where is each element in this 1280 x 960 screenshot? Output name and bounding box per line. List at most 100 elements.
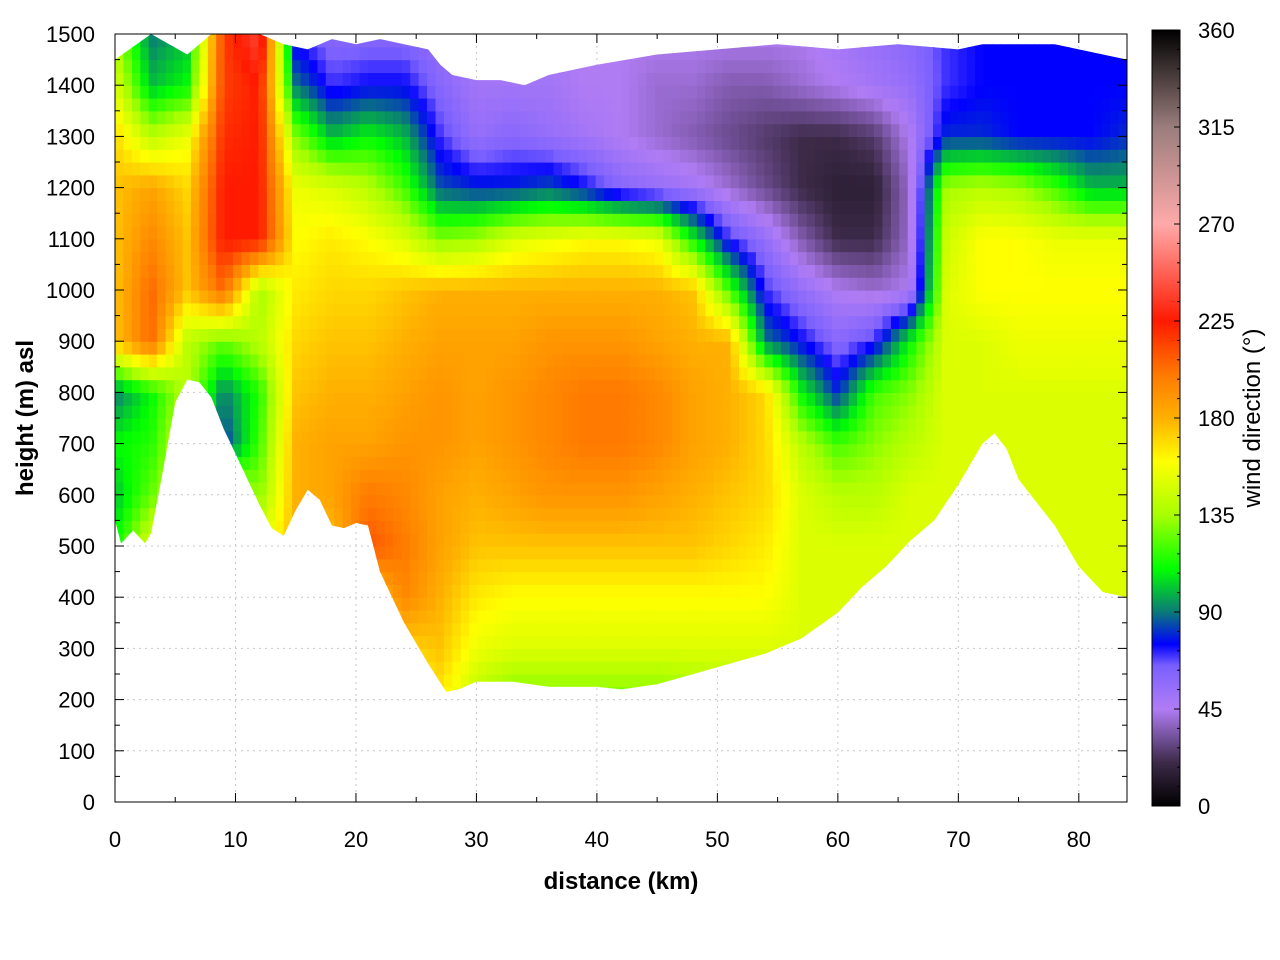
field-cell <box>359 200 369 214</box>
field-cell <box>528 174 538 189</box>
field-cell <box>865 430 875 445</box>
field-cell <box>140 213 150 227</box>
field-cell <box>705 238 715 253</box>
field-cell <box>207 290 217 304</box>
field-cell <box>688 622 698 637</box>
field-cell <box>1068 264 1077 278</box>
field-cell <box>815 366 824 381</box>
field-cell <box>772 520 782 534</box>
field-cell <box>1051 379 1061 393</box>
field-cell <box>882 264 892 278</box>
field-cell <box>443 213 453 227</box>
field-cell <box>604 558 614 573</box>
field-cell <box>275 226 285 240</box>
field-cell <box>410 558 420 573</box>
field-cell <box>545 661 555 675</box>
field-cell <box>983 277 993 291</box>
field-cell <box>907 277 917 291</box>
field-cell <box>275 213 285 227</box>
field-cell <box>907 328 917 342</box>
field-cell <box>612 405 622 419</box>
field-cell <box>528 597 538 611</box>
field-cell <box>1110 226 1120 240</box>
field-cell <box>958 238 968 253</box>
field-cell <box>502 315 512 329</box>
field-cell <box>157 174 167 189</box>
field-cell <box>275 354 285 368</box>
field-cell <box>1017 341 1027 355</box>
field-cell <box>233 405 243 419</box>
field-cell <box>848 546 858 560</box>
field-cell <box>368 469 377 483</box>
field-cell <box>739 533 749 547</box>
field-cell <box>418 482 428 496</box>
field-cell <box>469 302 479 317</box>
field-cell <box>680 635 689 649</box>
field-cell <box>469 494 479 509</box>
field-cell <box>966 238 976 253</box>
field-cell <box>739 584 749 598</box>
field-cell <box>123 341 133 355</box>
field-cell <box>730 341 740 355</box>
field-cell <box>831 430 841 445</box>
field-cell <box>216 290 226 304</box>
field-cell <box>190 174 200 189</box>
field-cell <box>646 469 656 483</box>
field-cell <box>123 392 133 406</box>
field-cell <box>798 610 808 624</box>
field-cell <box>1118 571 1127 585</box>
field-cell <box>578 610 588 624</box>
field-cell <box>865 328 875 342</box>
field-cell <box>165 315 175 329</box>
field-cell <box>747 366 757 381</box>
field-cell <box>1025 456 1035 470</box>
field-cell <box>435 328 445 342</box>
field-cell <box>460 213 470 227</box>
field-cell <box>511 187 521 201</box>
field-cell <box>553 507 563 521</box>
field-cell <box>772 226 782 240</box>
field-cell <box>722 482 732 496</box>
field-cell <box>722 558 732 573</box>
field-cell <box>528 392 538 406</box>
field-cell <box>317 405 327 419</box>
field-cell <box>249 187 259 201</box>
field-cell <box>1101 366 1111 381</box>
field-cell <box>140 469 150 483</box>
field-cell <box>241 392 251 406</box>
field-cell <box>368 533 377 547</box>
field-cell <box>646 226 656 240</box>
field-cell <box>502 187 512 201</box>
field-cell <box>131 482 141 496</box>
field-cell <box>646 546 656 560</box>
field-cell <box>671 507 681 521</box>
field-cell <box>148 469 158 483</box>
field-cell <box>696 520 706 534</box>
field-cell <box>275 187 285 201</box>
field-cell <box>1076 226 1086 240</box>
field-cell <box>637 622 647 637</box>
field-cell <box>595 430 605 445</box>
field-cell <box>241 187 251 201</box>
field-cell <box>1118 315 1127 329</box>
field-cell <box>966 405 976 419</box>
field-cell <box>317 302 327 317</box>
field-cell <box>739 610 749 624</box>
field-cell <box>393 226 403 240</box>
field-cell <box>654 392 664 406</box>
field-cell <box>823 405 833 419</box>
field-cell <box>831 546 841 560</box>
field-cell <box>848 200 858 214</box>
field-cell <box>840 354 850 368</box>
field-cell <box>958 354 968 368</box>
field-cell <box>933 328 942 342</box>
field-cell <box>654 354 664 368</box>
field-cell <box>806 187 816 201</box>
field-cell <box>1101 264 1111 278</box>
field-cell <box>528 674 538 688</box>
field-cell <box>992 354 1002 368</box>
field-cell <box>157 392 167 406</box>
field-cell <box>916 418 926 432</box>
field-cell <box>536 571 546 585</box>
field-cell <box>494 558 504 573</box>
